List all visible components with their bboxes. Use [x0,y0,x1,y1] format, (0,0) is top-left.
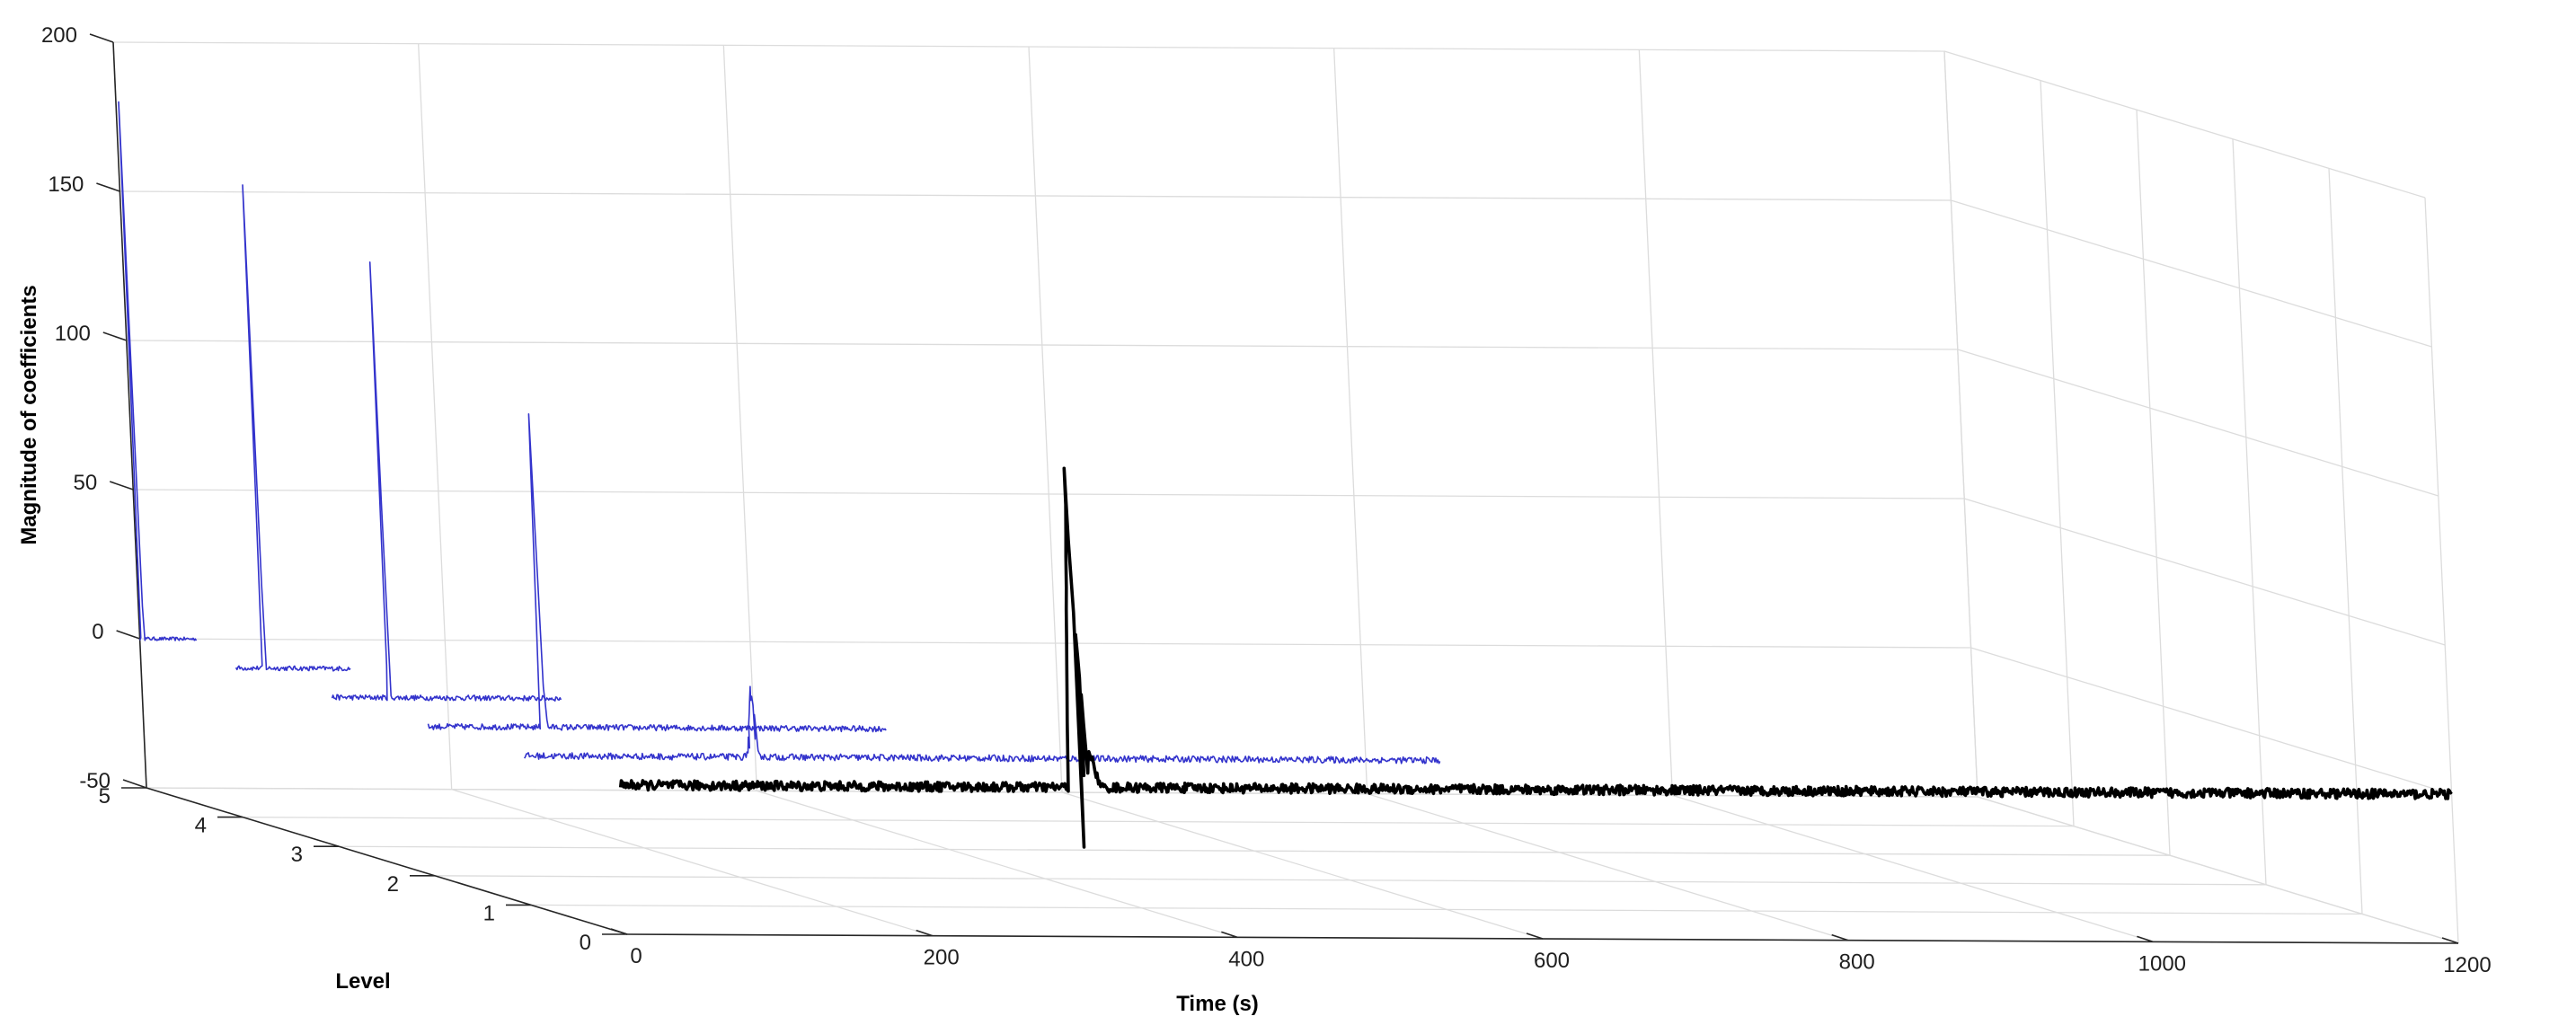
x-tick-label: 0 [630,944,642,968]
grid-line [1943,50,1978,798]
grid-line [133,489,1965,499]
series-line-level-5 [118,101,198,641]
grid-line [1951,199,2432,348]
grid-line [757,790,1238,938]
grid-line [2136,110,2171,856]
x-axis-title: Time (s) [1176,992,1259,1016]
y-tick-label: 3 [291,843,303,867]
z-tick [109,481,134,490]
z-axis-title: Magnitude of coefficients [17,285,41,544]
z-axis-line [112,41,147,789]
grid-line [1970,647,2452,795]
grid-line [1638,49,1673,796]
x-tick [916,929,933,937]
grid-line [2424,197,2459,944]
grid-line [338,845,2171,856]
y-tick-label: 1 [483,901,495,925]
x-tick-label: 1200 [2443,953,2491,977]
grid-line [139,638,1971,649]
y-tick-label: 0 [580,931,591,955]
grid-line [2232,138,2267,885]
x-tick-label: 200 [924,946,960,970]
y-axis-line [146,787,628,935]
grid-line [126,340,1958,350]
y-tick-label: 2 [387,872,399,897]
grid-line [434,875,2267,886]
grid-line [1943,50,2426,199]
z-tick-label: 0 [92,620,103,644]
grid-line [451,789,933,937]
z-tick [116,630,140,640]
grid-line [1061,791,1544,940]
z-tick-label: 100 [55,322,91,346]
z-tick [122,779,147,789]
x-tick-label: 800 [1839,950,1875,975]
x-tick [1831,933,1848,941]
x-tick-label: 400 [1228,947,1264,971]
x-tick-label: 600 [1534,949,1570,973]
y-tick-label: 5 [99,784,111,809]
grid-line [1367,793,1848,941]
grid-layer [112,41,2459,944]
y-tick-label: 4 [195,814,207,838]
grid-line [2328,168,2363,915]
y-axis-title: Level [335,969,390,994]
series-layer [118,101,2453,849]
grid-line [1333,48,1368,794]
x-tick [610,928,628,935]
grid-line [418,43,453,790]
z-tick [102,331,128,341]
grid-line [242,816,2075,827]
series-line-level-2 [427,413,887,733]
grid-line [146,787,1978,798]
grid-line [2040,80,2075,826]
grid-line [1672,794,2154,942]
z-tick-label: 150 [48,172,84,197]
axis-layer [89,33,2459,944]
x-tick [1221,931,1238,939]
series-line-level-3 [331,261,562,702]
label-layer: 0 200 400 600 800 1000 1200 0 1 2 3 4 5-50 0 50 100 150 2… [41,23,2492,977]
z-tick [96,182,120,192]
z-tick-label: 200 [41,23,77,48]
grid-line [112,41,1945,52]
x-tick [2137,935,2154,943]
x-tick-label: 1000 [2138,951,2186,976]
x-tick [1526,932,1544,940]
grid-line [1977,796,2459,944]
z-tick-label: 50 [73,471,97,495]
x-tick [2441,937,2459,944]
grid-line [120,190,1952,201]
series-line-level-4 [235,184,351,672]
grid-line [722,45,757,791]
grid-line [1957,349,2439,497]
z-tick-label: -50 [79,769,111,793]
series-line-level-0 [618,466,2453,849]
z-tick [89,33,114,43]
series-line-level-1 [523,685,1441,764]
grid-line [1964,498,2446,646]
grid-line [530,904,2363,915]
grid-line [1028,46,1063,793]
